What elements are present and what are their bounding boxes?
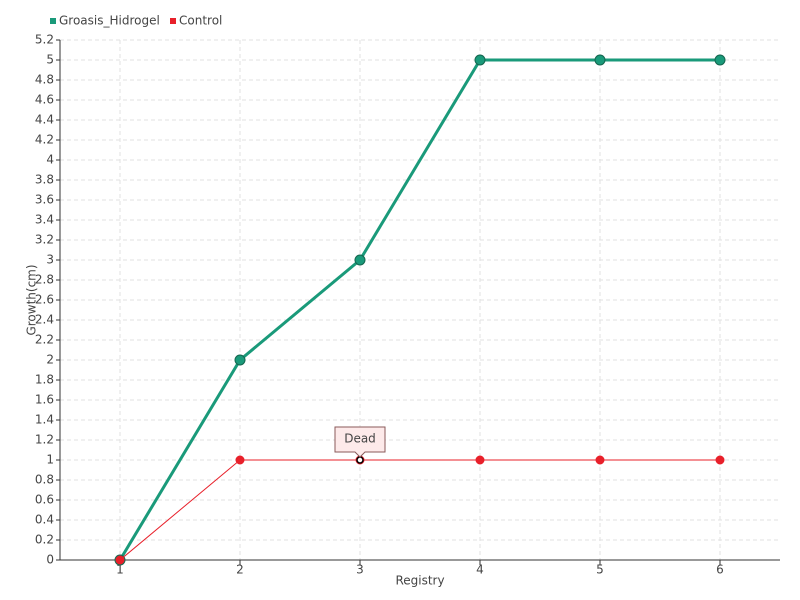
y-tick-label: 1: [46, 453, 54, 467]
y-tick-label: 3: [46, 253, 54, 267]
data-point: [474, 54, 486, 66]
x-tick-label: 6: [716, 563, 724, 577]
y-tick-label: 4.6: [35, 93, 54, 107]
x-tick-label: 4: [476, 563, 484, 577]
y-tick-label: 5: [46, 53, 54, 67]
y-axis-label: Growth(cm): [25, 264, 39, 335]
y-tick-label: 0.2: [35, 533, 54, 547]
data-point: [115, 555, 125, 565]
y-tick-label: 4: [46, 153, 54, 167]
data-point: [714, 54, 726, 66]
y-tick-label: 2.6: [35, 293, 54, 307]
y-tick-label: 2: [46, 353, 54, 367]
y-tick-label: 1.6: [35, 393, 54, 407]
y-tick-label: 0.4: [35, 513, 54, 527]
series-line: [119, 459, 720, 561]
data-point: [475, 455, 485, 465]
y-tick-label: 2.4: [35, 313, 54, 327]
data-point: [595, 455, 605, 465]
annotation-box: [334, 426, 386, 458]
annotation-text: Dead: [344, 432, 376, 446]
y-tick-label: 4.2: [35, 133, 54, 147]
y-tick-label: 3.8: [35, 173, 54, 187]
data-point: [235, 455, 245, 465]
annotated-point: [356, 456, 364, 464]
y-tick-label: 1.4: [35, 413, 54, 427]
x-tick-label: 3: [356, 563, 364, 577]
y-tick-label: 3.2: [35, 233, 54, 247]
y-tick-label: 3.6: [35, 193, 54, 207]
y-tick-label: 5.2: [35, 33, 54, 47]
data-point: [715, 455, 725, 465]
y-tick-label: 2.8: [35, 273, 54, 287]
y-tick-label: 4.4: [35, 113, 54, 127]
data-point: [594, 54, 606, 66]
y-tick-label: 0: [46, 553, 54, 567]
x-tick-label: 1: [116, 563, 124, 577]
legend-label: Control: [179, 14, 222, 28]
legend-swatch: [50, 18, 56, 24]
y-tick-label: 1.8: [35, 373, 54, 387]
data-point: [234, 354, 246, 366]
y-tick-label: 0.8: [35, 473, 54, 487]
x-tick-label: 5: [596, 563, 604, 577]
y-tick-label: 2.2: [35, 333, 54, 347]
x-tick-label: 2: [236, 563, 244, 577]
y-tick-label: 0.6: [35, 493, 54, 507]
legend-label: Groasis_Hidrogel: [59, 14, 160, 28]
y-tick-label: 3.4: [35, 213, 54, 227]
data-point: [354, 254, 366, 266]
x-axis-label: Registry: [395, 574, 444, 588]
y-tick-label: 1.2: [35, 433, 54, 447]
legend-swatch: [170, 18, 176, 24]
y-tick-label: 4.8: [35, 73, 54, 87]
series-line: [118, 58, 720, 561]
